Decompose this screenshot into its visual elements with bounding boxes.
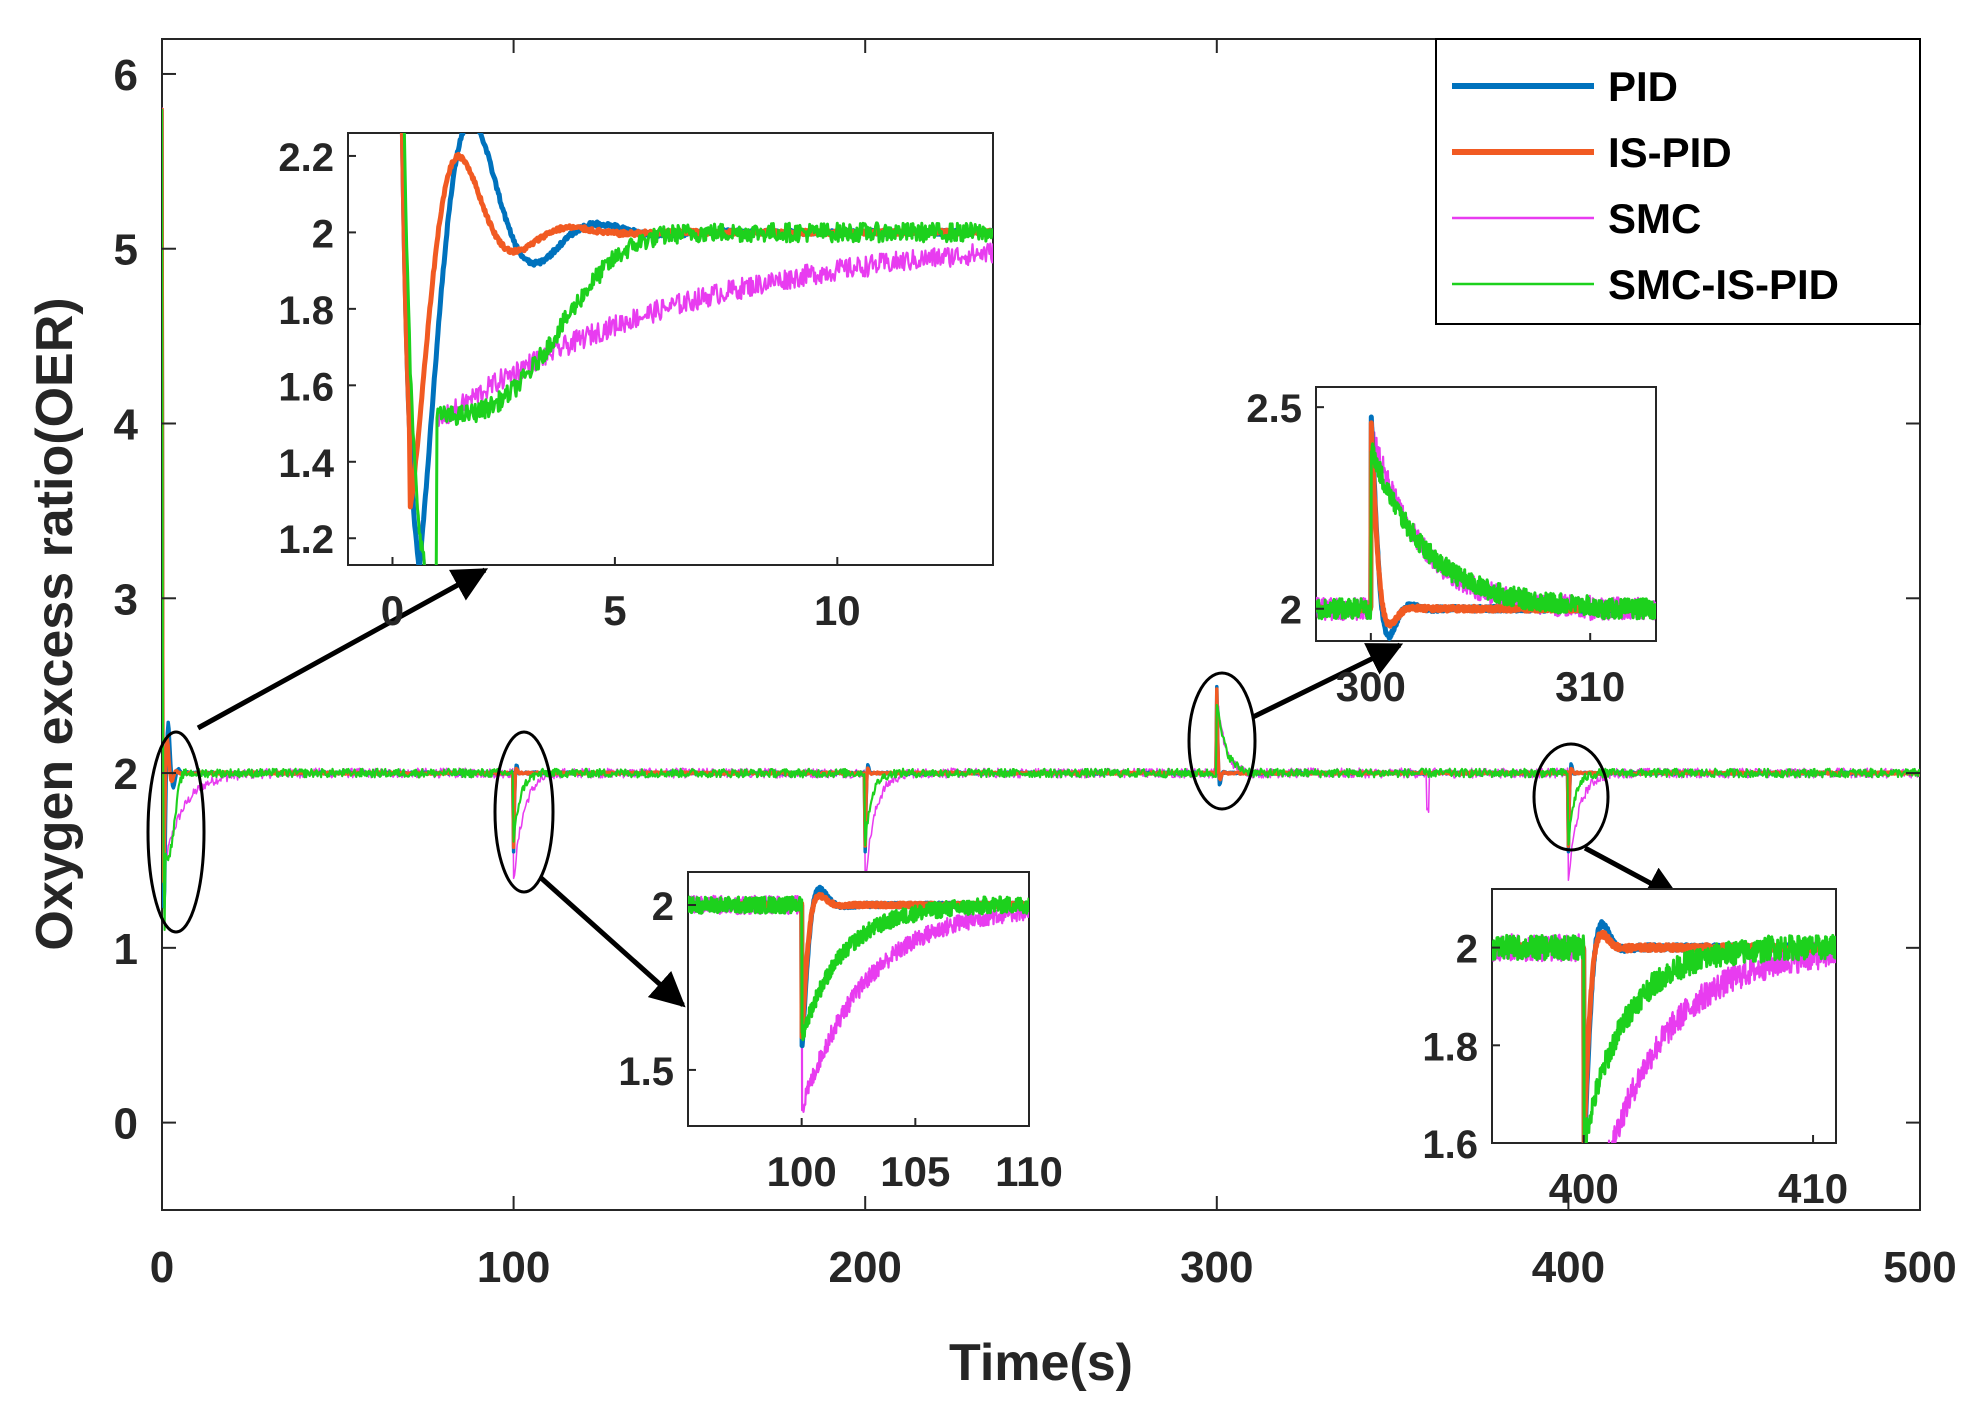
series-line-smc-is-pid	[1492, 933, 1836, 1143]
arrow-to-300-inset	[1251, 642, 1404, 720]
x-tick-label: 0	[150, 1243, 174, 1292]
inset-y-tick-label: 1.4	[278, 442, 334, 486]
main-series-group	[162, 107, 1920, 932]
highlight-ellipses	[146, 671, 1610, 934]
legend-label-smc-is-pid: SMC-IS-PID	[1608, 261, 1839, 308]
x-tick-label: 200	[828, 1243, 901, 1292]
inset-t300: 300 310 2 2.5	[1246, 386, 1657, 710]
arrow-to-100-inset	[538, 875, 686, 1008]
y-tick-label: 1	[114, 925, 138, 974]
series-line-smc-is-pid	[1316, 442, 1656, 621]
highlight-ellipse-100	[493, 730, 555, 894]
y-tick-label: 5	[114, 226, 138, 275]
inset-y-tick-label: 2.5	[1246, 387, 1302, 431]
inset-y-tick-label: 1.5	[618, 1050, 674, 1094]
inset-y-tick-label: 2.2	[278, 136, 334, 180]
y-tick-label: 4	[114, 401, 139, 450]
legend: PID IS-PID SMC SMC-IS-PID	[1435, 38, 1921, 325]
x-tick-label: 300	[1180, 1243, 1253, 1292]
inset-y-tick-label: 1.8	[278, 289, 334, 333]
inset-x-tick-label: 105	[880, 1148, 950, 1195]
inset-t100: 100 105 110 1.5 2	[618, 871, 1063, 1195]
y-tick-label: 2	[114, 750, 138, 799]
x-tick-label: 500	[1883, 1243, 1956, 1292]
inset-y-tick-label: 2	[1280, 589, 1302, 633]
series-line-smc	[403, 133, 993, 565]
inset-y-tick-label: 1.2	[278, 518, 334, 562]
series-line-smc-is-pid	[162, 108, 1920, 932]
y-tick-label: 3	[114, 575, 138, 624]
y-axis-title: Oxygen excess ratio(OER)	[26, 297, 84, 950]
y-tick-label: 0	[114, 1100, 138, 1149]
inset-y-tick-label: 2	[652, 885, 674, 929]
legend-label-smc: SMC	[1608, 195, 1701, 242]
inset-y-tick-label: 2	[312, 212, 334, 256]
legend-label-pid: PID	[1608, 63, 1678, 110]
inset-x-tick-label: 110	[995, 1148, 1063, 1195]
inset-x-tick-label: 10	[814, 587, 861, 634]
inset-x-tick-label: 400	[1549, 1165, 1619, 1212]
inset-start: 0 5 10 1.2 1.4 1.6 1.8 2 2.2	[278, 132, 994, 634]
x-tick-label: 100	[477, 1243, 550, 1292]
highlight-ellipse-400	[1532, 742, 1610, 852]
legend-label-is-pid: IS-PID	[1608, 129, 1732, 176]
inset-y-tick-label: 1.6	[278, 365, 334, 409]
x-tick-label: 400	[1532, 1243, 1605, 1292]
series-line-smc-is-pid	[402, 133, 993, 565]
inset-x-tick-label: 0	[381, 587, 404, 634]
inset-x-tick-label: 300	[1336, 663, 1406, 710]
x-axis-title: Time(s)	[949, 1334, 1133, 1392]
inset-y-tick-label: 1.6	[1422, 1123, 1478, 1167]
inset-y-tick-label: 1.8	[1422, 1025, 1478, 1069]
series-line-smc-is-pid	[688, 895, 1029, 1042]
y-tick-label: 6	[114, 51, 138, 100]
inset-x-tick-label: 100	[767, 1148, 837, 1195]
inset-x-tick-label: 5	[603, 587, 626, 634]
inset-x-tick-label: 310	[1555, 663, 1625, 710]
arrow-to-start-inset	[196, 567, 489, 731]
highlight-ellipse-start	[146, 730, 206, 934]
highlight-ellipse-300	[1187, 671, 1257, 811]
inset-x-tick-label: 410	[1778, 1165, 1848, 1212]
inset-y-tick-label: 2	[1456, 928, 1478, 972]
inset-t400: 400 410 1.6 1.8 2	[1422, 888, 1848, 1212]
